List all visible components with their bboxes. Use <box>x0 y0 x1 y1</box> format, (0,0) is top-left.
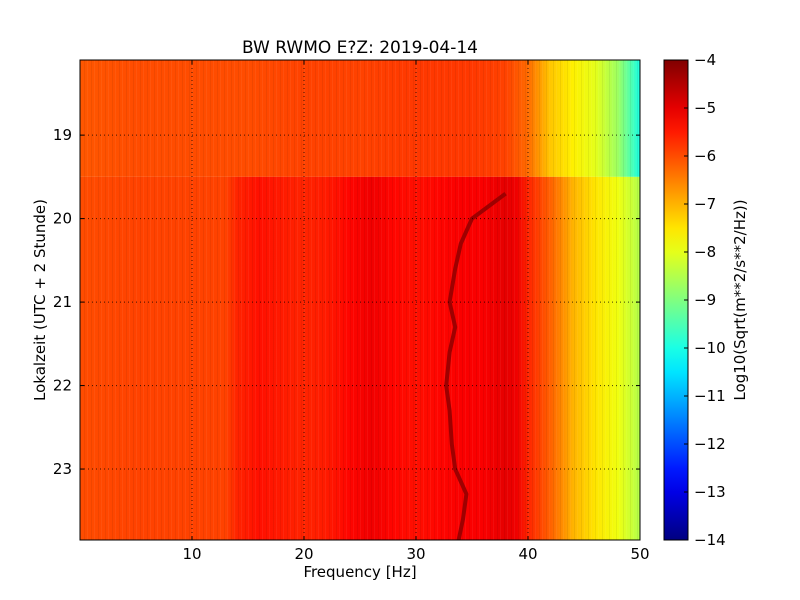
colorbar: −4 −5 −6 −7 −8 −9 −10 −11 −12 −13 −14 Log10(Sqrt(m… <box>663 51 749 549</box>
tremor-track-line <box>444 191 507 541</box>
tremor-track <box>444 191 507 541</box>
y-tick-label: 22 <box>53 377 72 395</box>
y-tick-label: 19 <box>53 126 72 144</box>
y-tick-label: 23 <box>53 460 72 478</box>
colorbar-tick-label: −6 <box>694 147 716 165</box>
x-axis-label: Frequency [Hz] <box>303 563 416 581</box>
x-tick-label: 20 <box>294 545 313 563</box>
grid-lines <box>80 60 640 540</box>
colorbar-tick-label: −13 <box>694 483 726 501</box>
colorbar-tick-label: −10 <box>694 339 726 357</box>
colorbar-tick-label: −8 <box>694 243 716 261</box>
y-axis: 19 20 21 22 23 <box>53 126 640 478</box>
plot-area <box>79 59 641 541</box>
colorbar-tick-label: −5 <box>694 99 716 117</box>
y-tick-label: 20 <box>53 210 72 228</box>
x-tick-label: 50 <box>630 545 649 563</box>
x-tick-label: 10 <box>182 545 201 563</box>
spectrogram-texture <box>80 60 640 540</box>
colorbar-tick-label: −11 <box>694 387 726 405</box>
colorbar-tick-label: −12 <box>694 435 726 453</box>
x-axis: 10 20 30 40 50 <box>182 60 650 563</box>
x-tick-label: 40 <box>518 545 537 563</box>
y-axis-label: Lokalzeit (UTC + 2 Stunde) <box>31 199 49 401</box>
chart-title: BW RWMO E?Z: 2019-04-14 <box>242 38 478 58</box>
colorbar-tick-label: −14 <box>694 531 726 549</box>
colorbar-label: Log10(Sqrt(m**2/s**2/Hz)) <box>731 199 749 400</box>
x-tick-label: 30 <box>406 545 425 563</box>
plot-frame <box>79 59 641 541</box>
y-tick-label: 21 <box>53 293 72 311</box>
colorbar-tick-label: −4 <box>694 51 716 69</box>
colorbar-tick-label: −9 <box>694 291 716 309</box>
colorbar-ticks: −4 −5 −6 −7 −8 −9 −10 −11 −12 −13 −14 <box>684 51 726 549</box>
colorbar-tick-label: −7 <box>694 195 716 213</box>
